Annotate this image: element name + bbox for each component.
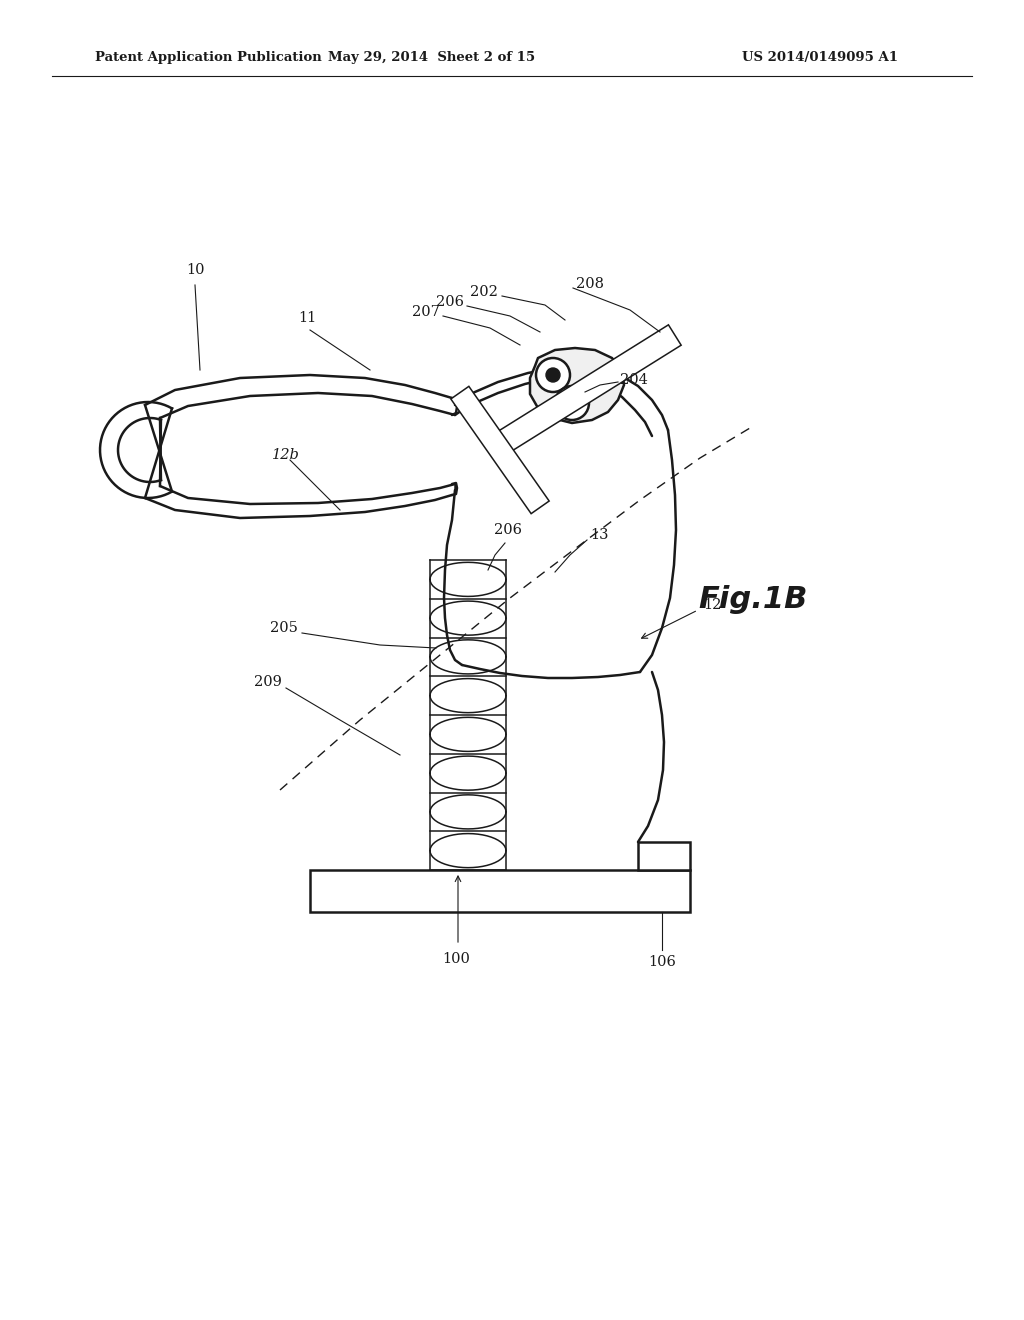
- Text: 10: 10: [185, 263, 204, 277]
- Text: 13: 13: [590, 528, 608, 543]
- Bar: [638, 842, 690, 870]
- Text: Patent Application Publication: Patent Application Publication: [95, 50, 322, 63]
- Text: 204: 204: [620, 374, 648, 387]
- Text: May 29, 2014  Sheet 2 of 15: May 29, 2014 Sheet 2 of 15: [329, 50, 536, 63]
- Text: 207: 207: [412, 305, 440, 319]
- Text: 205: 205: [270, 620, 298, 635]
- Text: 206: 206: [436, 294, 464, 309]
- Circle shape: [555, 385, 589, 420]
- Polygon shape: [530, 348, 624, 422]
- Text: 12b: 12b: [272, 447, 300, 462]
- Text: 209: 209: [254, 675, 282, 689]
- Circle shape: [546, 368, 560, 381]
- Text: 100: 100: [442, 952, 470, 966]
- Text: 12: 12: [703, 598, 721, 612]
- Text: 208: 208: [575, 277, 604, 290]
- Text: 106: 106: [648, 954, 676, 969]
- Text: 206: 206: [494, 523, 522, 537]
- Text: 11: 11: [298, 312, 316, 325]
- Polygon shape: [451, 387, 549, 513]
- Text: Fig.1B: Fig.1B: [698, 586, 807, 615]
- Text: 202: 202: [470, 285, 498, 300]
- Bar: [310, 870, 690, 912]
- Text: US 2014/0149095 A1: US 2014/0149095 A1: [742, 50, 898, 63]
- Circle shape: [536, 358, 570, 392]
- Polygon shape: [499, 325, 681, 451]
- Circle shape: [565, 396, 579, 411]
